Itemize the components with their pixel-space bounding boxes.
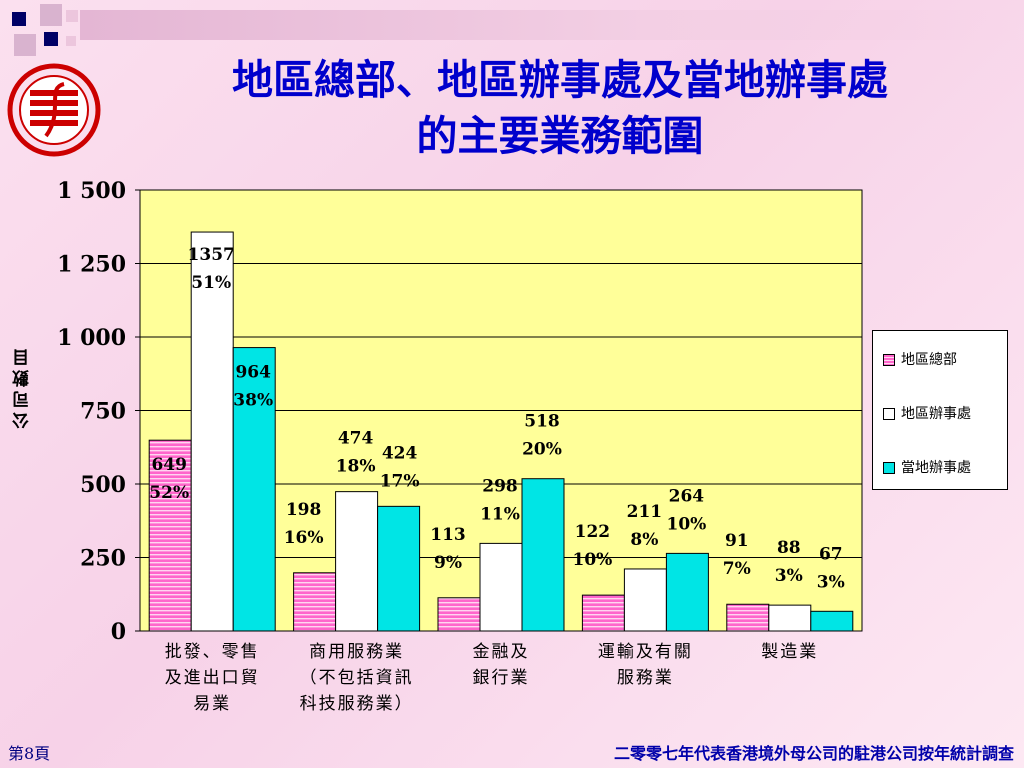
- data-label-value: 964: [235, 363, 271, 383]
- x-category-label-line: 商用服務業: [309, 642, 405, 662]
- x-category-label-line: 易業: [193, 694, 232, 714]
- data-label-percent: 7%: [723, 559, 751, 579]
- decor-square: [40, 4, 62, 26]
- data-label-percent: 11%: [480, 504, 520, 524]
- legend-item-local-office: 當地辦事處: [883, 457, 971, 477]
- y-tick-label: 250: [80, 546, 126, 572]
- data-label-value: 518: [524, 412, 560, 432]
- legend: 地區總部 地區辦事處 當地辦事處: [872, 330, 1008, 490]
- decor-square: [14, 34, 36, 56]
- data-label-value: 424: [382, 443, 418, 463]
- data-label-percent: 38%: [233, 391, 273, 411]
- y-tick-label: 1 000: [57, 325, 126, 351]
- data-label-percent: 18%: [336, 457, 376, 477]
- bar: [479, 542, 523, 632]
- page-title: 地區總部、地區辦事處及當地辦事處 的主要業務範圍: [110, 52, 1010, 164]
- data-label-percent: 9%: [434, 553, 462, 573]
- y-tick-label: 750: [80, 399, 126, 425]
- data-label-value: 91: [725, 531, 749, 551]
- x-category-label: 批發、零售及進出口貿易業: [140, 639, 284, 717]
- decor-square: [44, 32, 58, 46]
- logo: [6, 62, 102, 158]
- title-line-1: 地區總部、地區辦事處及當地辦事處: [232, 56, 888, 104]
- data-label-value: 67: [819, 544, 843, 564]
- bar: [232, 347, 276, 632]
- page-number: 第8頁: [8, 744, 51, 763]
- x-category-label: 商用服務業 （不包括資訊 科技服務業）: [284, 639, 428, 717]
- data-label-percent: 52%: [149, 483, 189, 503]
- x-category-label-line: 及進出口貿: [164, 668, 260, 688]
- data-label-value: 649: [151, 455, 187, 475]
- data-label-value: 113: [430, 525, 466, 545]
- decor-square: [66, 36, 76, 46]
- x-category-label-line: 製造業: [761, 642, 819, 662]
- y-tick-label: 1 500: [57, 178, 126, 204]
- x-category-label-line: （不包括資訊: [299, 668, 414, 688]
- y-tick-label: 0: [111, 619, 126, 645]
- x-category-label-line: 銀行業: [472, 668, 530, 688]
- y-tick-label: 1 250: [57, 252, 126, 278]
- x-category-label-line: 科技服務業）: [299, 694, 414, 714]
- bar: [768, 604, 812, 632]
- data-label-value: 88: [777, 538, 801, 558]
- bar: [437, 597, 481, 632]
- title-line-2: 的主要業務範圍: [416, 112, 704, 160]
- legend-label: 地區辦事處: [901, 406, 971, 422]
- data-label-value: 474: [338, 429, 374, 449]
- data-label-value: 298: [482, 476, 518, 496]
- bar: [377, 505, 421, 632]
- bar: [726, 603, 770, 632]
- bar: [581, 594, 625, 632]
- data-label-value: 211: [627, 502, 663, 522]
- bar: [521, 478, 565, 632]
- legend-swatch: [883, 354, 895, 366]
- legend-item-regional-office: 地區辦事處: [883, 403, 971, 423]
- data-label-value: 122: [575, 522, 611, 542]
- legend-label: 地區總部: [901, 352, 957, 368]
- data-label-percent: 51%: [191, 273, 231, 293]
- data-label-percent: 8%: [630, 530, 658, 550]
- bar: [810, 610, 854, 632]
- header-band: [80, 10, 1024, 40]
- x-category-label: 金融及 銀行業: [429, 639, 573, 691]
- x-category-label-line: 服務業: [616, 668, 674, 688]
- data-label-percent: 16%: [284, 528, 324, 548]
- legend-swatch: [883, 462, 895, 474]
- x-category-label: 運輸及有關 服務業: [573, 639, 717, 691]
- data-label-percent: 3%: [817, 572, 845, 592]
- data-label-percent: 10%: [666, 514, 706, 534]
- data-label-value: 264: [669, 486, 705, 506]
- bar: [190, 231, 234, 632]
- decor-square: [12, 12, 26, 26]
- x-category-label-line: 金融及: [472, 642, 530, 662]
- x-category-label-line: 運輸及有關: [597, 642, 693, 662]
- source-note: 二零零七年代表香港境外母公司的駐港公司按年統計調查: [613, 744, 1014, 763]
- data-label-percent: 10%: [572, 550, 612, 570]
- legend-swatch: [883, 408, 895, 420]
- data-label-percent: 17%: [380, 471, 420, 491]
- bar: [293, 572, 337, 632]
- data-label-percent: 3%: [775, 566, 803, 586]
- bar: [665, 552, 709, 632]
- data-label-percent: 20%: [522, 440, 562, 460]
- x-category-label: 製造業: [718, 639, 862, 665]
- data-label-value: 1357: [188, 245, 235, 265]
- x-category-label-line: 批發、零售: [164, 642, 260, 662]
- legend-item-hq: 地區總部: [883, 349, 957, 369]
- y-tick-label: 500: [80, 472, 126, 498]
- legend-label: 當地辦事處: [901, 460, 971, 476]
- decor-square: [66, 10, 78, 22]
- data-label-value: 198: [286, 500, 322, 520]
- bar: [623, 568, 667, 632]
- bar: [335, 491, 379, 632]
